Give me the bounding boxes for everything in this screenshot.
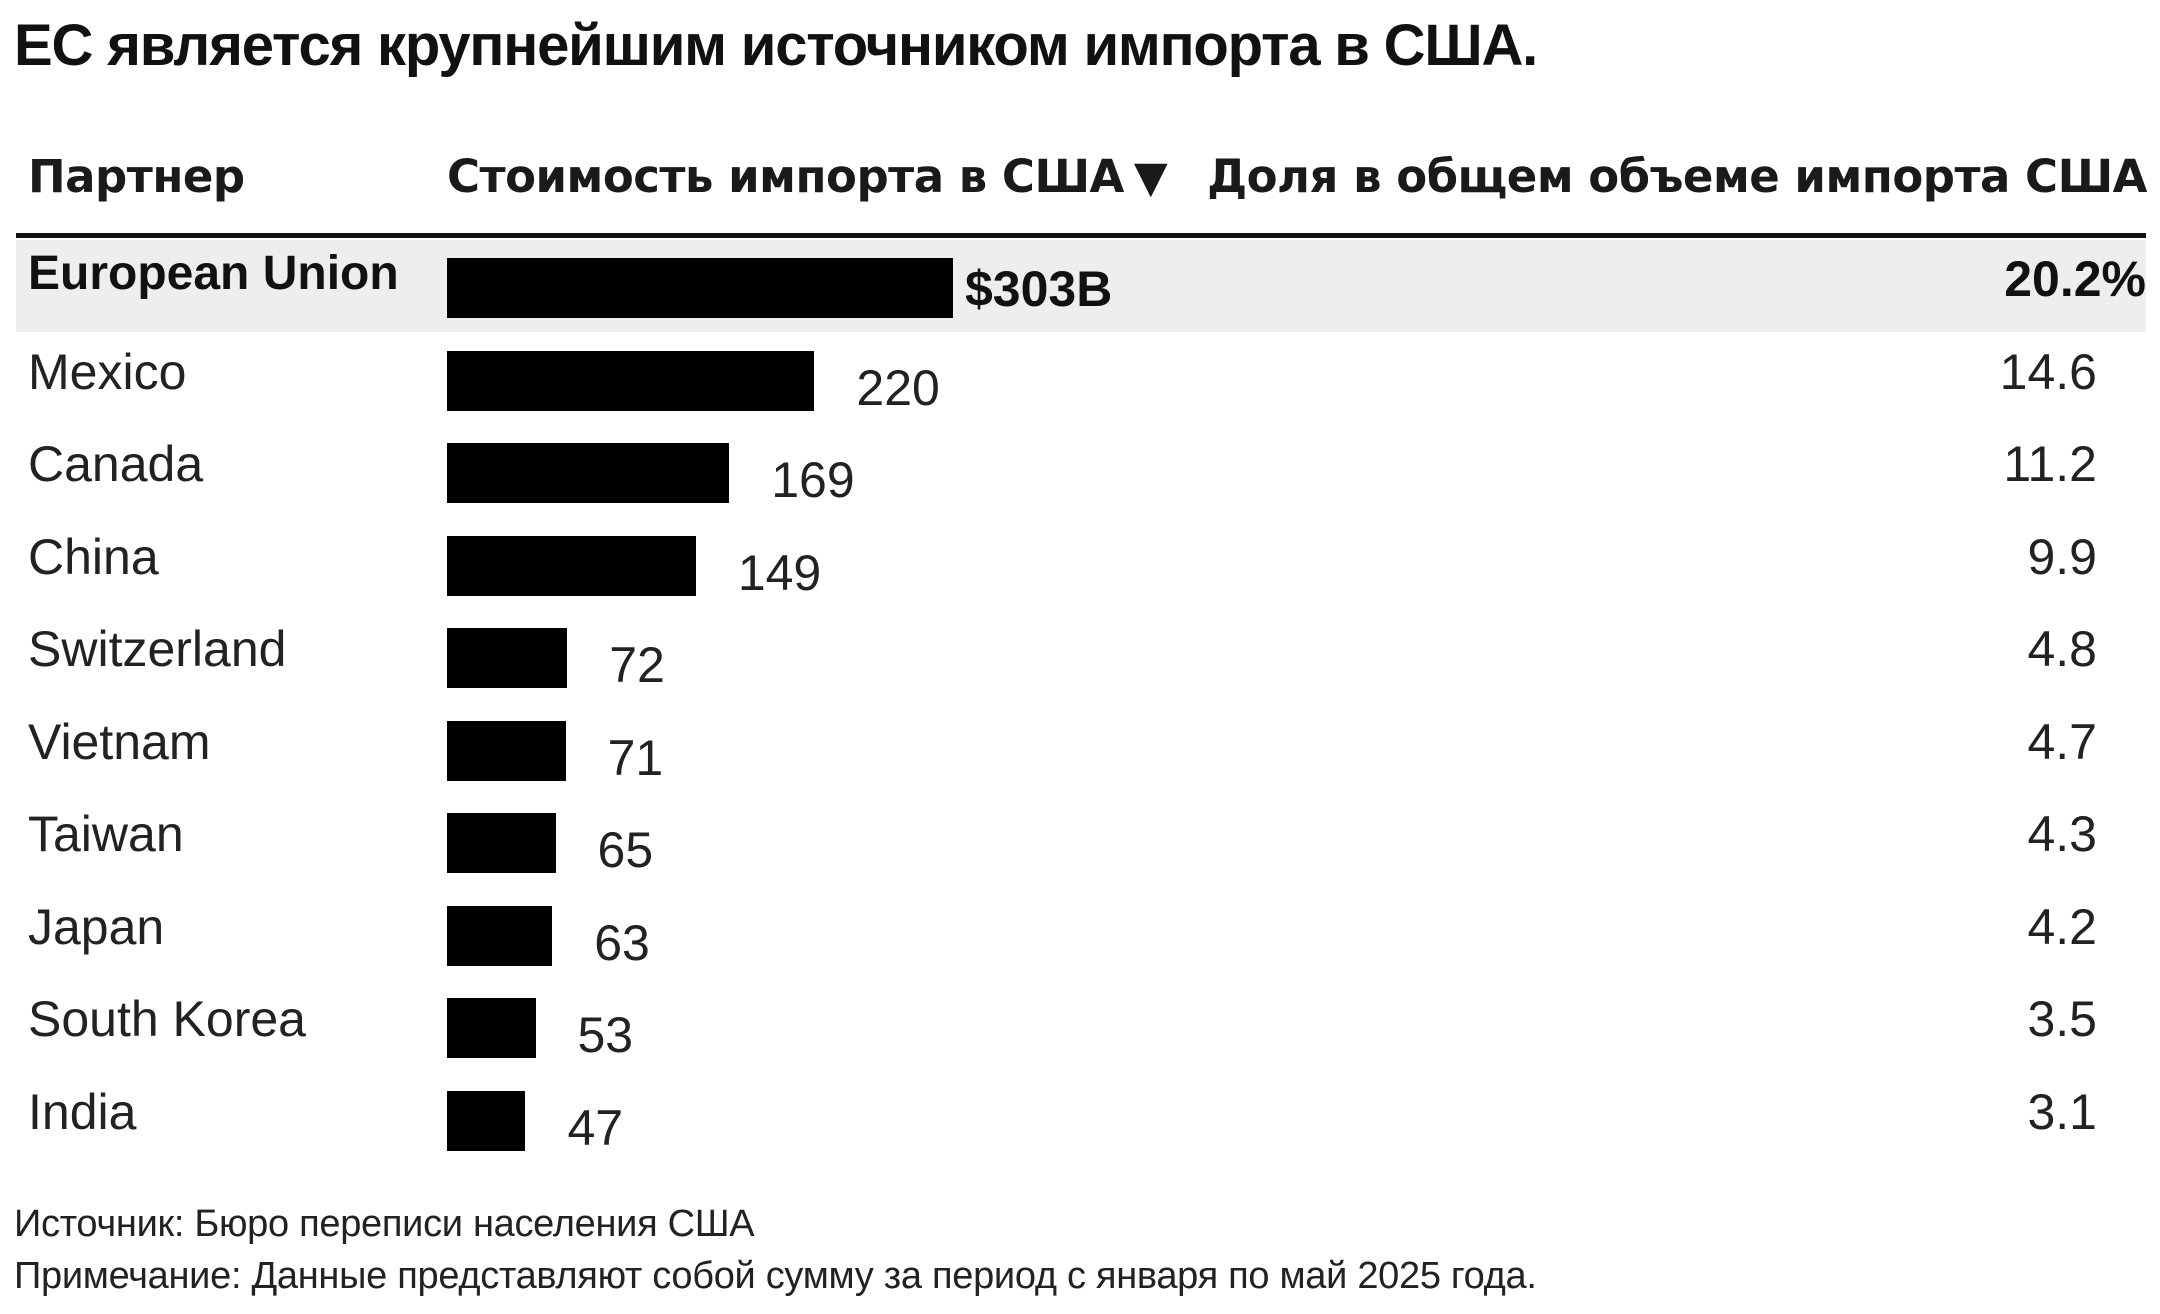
partner-label: Taiwan xyxy=(28,806,184,862)
import-value-bar xyxy=(447,720,566,781)
share-value: 4.7 xyxy=(2027,713,2097,770)
partner-label: European Union xyxy=(28,247,399,300)
partner-label: Japan xyxy=(28,898,165,955)
table-row: China 149 9.9 xyxy=(16,518,2146,610)
column-header-import-value-label: Стоимость импорта в США xyxy=(447,150,1124,203)
import-value-label: 220 xyxy=(856,359,940,416)
import-value-bar xyxy=(447,628,568,688)
partner-label: Switzerland xyxy=(28,621,287,677)
partner-label: South Korea xyxy=(28,991,306,1047)
column-header-import-value[interactable]: Стоимость импорта в США ▼ xyxy=(447,150,1168,203)
import-value-label: 149 xyxy=(737,544,822,601)
table-row: Vietnam 71 4.7 xyxy=(16,703,2146,795)
import-value-label: 63 xyxy=(594,914,650,971)
source-note: Источник: Бюро переписи населения США xyxy=(14,1203,755,1245)
import-value-bar xyxy=(447,443,730,503)
import-value-label: $303B xyxy=(965,261,1113,317)
table-row: European Union $303B 20.2% xyxy=(16,240,2146,332)
share-value: 3.5 xyxy=(2027,991,2097,1047)
footnote: Примечание: Данные представляют собой су… xyxy=(14,1255,1537,1297)
import-value-label: 47 xyxy=(567,1099,624,1156)
table-row: Switzerland 72 4.8 xyxy=(16,610,2146,702)
column-header-partner: Партнер xyxy=(28,150,245,203)
table-row: Taiwan 65 4.3 xyxy=(16,795,2146,887)
partner-label: Canada xyxy=(28,436,204,492)
column-header-share: Доля в общем объеме импорта США xyxy=(1207,150,2147,203)
import-value-bar xyxy=(447,1090,526,1151)
import-value-label: 65 xyxy=(597,822,654,878)
share-value: 4.2 xyxy=(2027,898,2097,955)
table-row: South Korea 53 3.5 xyxy=(16,980,2146,1072)
import-value-label: 72 xyxy=(609,637,665,693)
table-row: Japan 63 4.2 xyxy=(16,888,2146,980)
import-value-bar xyxy=(447,258,953,318)
import-value-bar xyxy=(447,998,536,1058)
header-divider xyxy=(16,233,2146,238)
partner-label: China xyxy=(28,528,159,585)
partner-label: India xyxy=(28,1083,137,1140)
share-value: 4.3 xyxy=(2027,806,2097,862)
import-value-bar xyxy=(447,905,553,966)
import-value-bar xyxy=(447,350,815,411)
sort-descending-icon[interactable]: ▼ xyxy=(1133,152,1168,203)
share-value: 4.8 xyxy=(2027,621,2097,677)
table-row: Mexico 220 14.6 xyxy=(16,333,2146,425)
import-value-label: 53 xyxy=(577,1007,634,1063)
table-row: India 47 3.1 xyxy=(16,1073,2146,1165)
share-value: 3.1 xyxy=(2027,1083,2097,1140)
table-row: Canada 169 11.2 xyxy=(16,425,2146,517)
share-value: 20.2% xyxy=(2004,251,2146,307)
partner-label: Mexico xyxy=(28,343,187,400)
import-value-label: 71 xyxy=(607,729,664,786)
import-value-label: 169 xyxy=(771,452,855,508)
import-value-bar xyxy=(447,813,556,873)
share-value: 11.2 xyxy=(2003,436,2097,492)
share-value: 14.6 xyxy=(1999,343,2097,400)
import-value-bar xyxy=(447,535,696,596)
partner-label: Vietnam xyxy=(28,713,211,770)
share-value: 9.9 xyxy=(2027,528,2097,585)
chart-title: ЕС является крупнейшим источником импорт… xyxy=(14,13,1538,78)
